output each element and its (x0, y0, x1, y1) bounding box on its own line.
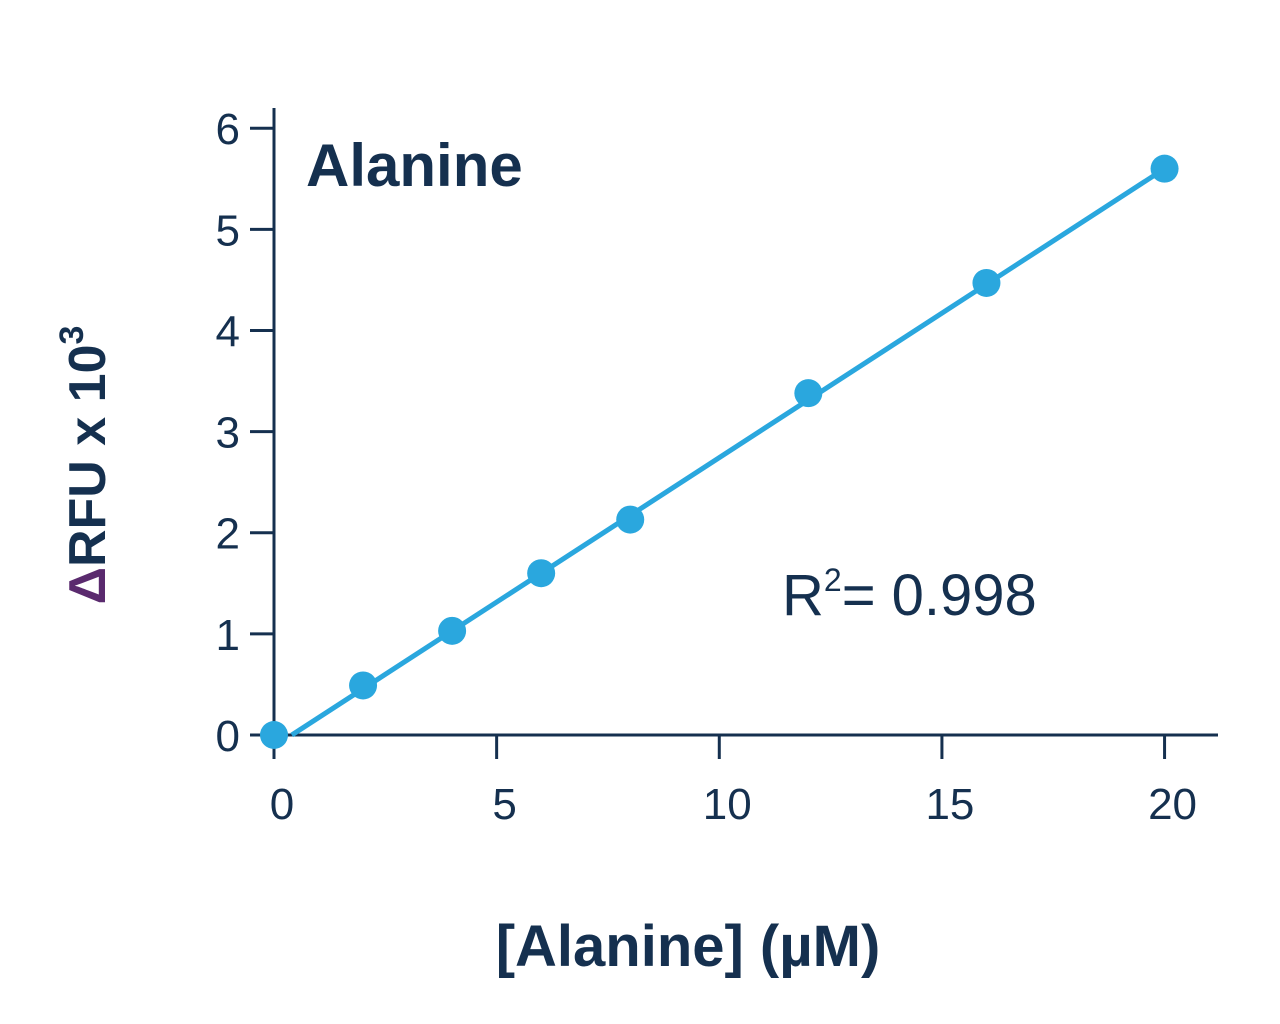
data-point (794, 379, 823, 408)
data-point (349, 671, 378, 700)
annotation: R2= 0.998 (782, 562, 1037, 628)
y-tick-label: 0 (216, 712, 240, 761)
y-tick-label: 2 (216, 510, 240, 559)
data-point (1150, 154, 1179, 183)
annotation-superscript: 2 (824, 562, 842, 598)
x-axis-label: [Alanine] (µM) (496, 914, 881, 979)
x-tick-label: 5 (492, 780, 516, 829)
data-point (527, 559, 556, 588)
fit-line (290, 166, 1166, 738)
chart-title: Alanine (306, 132, 523, 199)
y-tick-label: 3 (216, 409, 240, 458)
y-tick-label: 4 (216, 307, 240, 356)
data-point (260, 721, 288, 749)
data-point (616, 505, 645, 534)
annotation-rest: = 0.998 (842, 563, 1037, 628)
data-point (438, 616, 467, 645)
y-label-text: RFU x 10 (59, 345, 117, 568)
x-tick-label: 0 (270, 780, 294, 829)
y-tick-label: 1 (216, 611, 240, 660)
x-tick-label: 15 (925, 780, 974, 829)
y-axis-label: ΔRFU x 103 (53, 326, 117, 605)
x-tick-label: 10 (703, 780, 752, 829)
y-tick-label: 6 (216, 105, 240, 154)
data-point (972, 268, 1001, 297)
y-tick-label: 5 (216, 206, 240, 255)
y-label-superscript: 3 (53, 326, 91, 345)
annotation-text: R (782, 563, 824, 628)
y-label-prefix: Δ (59, 567, 117, 604)
x-tick-label: 20 (1148, 780, 1197, 829)
